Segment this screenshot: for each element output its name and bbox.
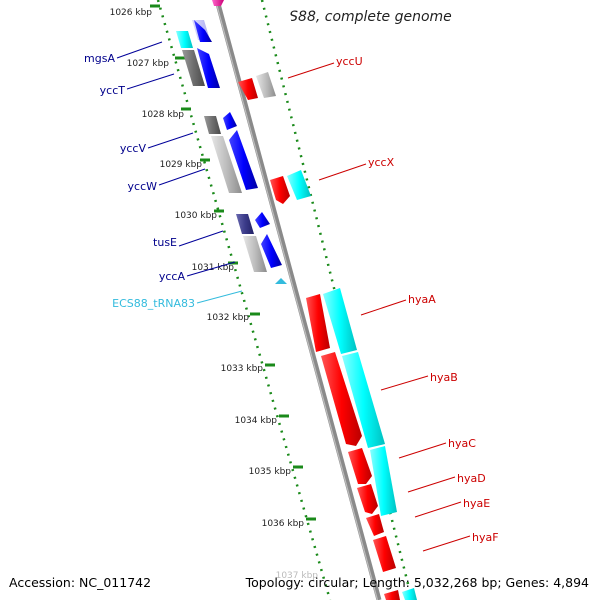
gene-label-yccX: yccX (368, 156, 395, 169)
feature-blue-yccT (197, 48, 220, 88)
feature-blue-yccV (223, 112, 237, 130)
feature-red-yccX (270, 176, 290, 204)
feature-trna-ECS88_tRNA83 (275, 278, 287, 284)
feature-cyan-mgsA (176, 31, 193, 48)
feature-gray-yccA (243, 236, 267, 272)
genome-backbone (214, 0, 382, 600)
scale-tick-label: 1035 kbp (249, 467, 292, 477)
feature-cyan-hyaA (323, 288, 357, 354)
feature-cyan-hyaC (370, 446, 397, 516)
scale-tick-label: 1030 kbp (175, 211, 218, 221)
feature-red-hyaB (321, 352, 362, 446)
feature-red-hyaD (357, 484, 378, 514)
gene-label-hyaC: hyaC (448, 437, 476, 450)
feature-blue-tusE (255, 212, 270, 228)
feature-blue-yccA (261, 234, 282, 268)
leader-line-yccT (126, 73, 175, 90)
gene-label-hyaA: hyaA (408, 293, 436, 306)
gene-label-yccW: yccW (128, 180, 158, 193)
feature-gray-yccW (211, 136, 242, 193)
leader-line-hyaB (380, 375, 429, 391)
scale-tick-label: 1036 kbp (262, 519, 305, 529)
accession-text: Accession: NC_011742 (9, 575, 152, 590)
feature-navy-tusE (236, 214, 254, 234)
leader-line-hyaE (414, 501, 462, 518)
gene-label-ECS88_tRNA83: ECS88_tRNA83 (112, 297, 195, 310)
leader-line-mgsA (116, 41, 163, 59)
feature-red-yccU (238, 78, 258, 100)
feature-cyan-yccX (287, 170, 311, 200)
gene-label-yccU: yccU (336, 55, 363, 68)
leader-line-hyaD (407, 476, 456, 493)
left-gene-labels: mgsA yccT yccV yccW tusE yccA ECS88_tRNA… (84, 41, 243, 310)
gene-label-hyaD: hyaD (457, 472, 486, 485)
scale-tick-label: 1027 kbp (127, 59, 170, 69)
leader-line-hyaC (398, 442, 447, 459)
leader-line-hyaF (422, 535, 471, 552)
scale-line-left (156, 0, 332, 600)
leader-line-yccU (287, 62, 335, 79)
leader-line-yccW (158, 168, 206, 186)
leader-line-ECS88_tRNA83 (196, 290, 243, 304)
feature-red-hyaC (348, 448, 372, 484)
genome-summary-text: Topology: circular; Length: 5,032,268 bp… (245, 575, 589, 590)
feature-blue-mgsA (194, 20, 212, 42)
right-gene-labels: yccU yccX hyaA hyaB hyaC hyaD hyaE hyaF (287, 55, 499, 552)
gene-label-yccA: yccA (159, 270, 186, 283)
scale-tick-label: 1037 kbp (276, 571, 319, 581)
scale-tick-label: 1026 kbp (110, 8, 153, 18)
gene-label-tusE: tusE (153, 236, 177, 249)
feature-blue-yccW (229, 130, 258, 190)
right-strand-features (238, 72, 417, 600)
leader-line-tusE (178, 230, 224, 247)
scale-tick-label: 1028 kbp (142, 110, 185, 120)
gene-label-yccV: yccV (120, 142, 147, 155)
feature-red-hyaF (373, 536, 396, 572)
gene-label-yccT: yccT (100, 84, 126, 97)
feature-fragment (212, 0, 224, 6)
leader-line-yccX (318, 163, 367, 181)
gene-label-hyaF: hyaF (472, 531, 499, 544)
genome-backbone-highlight (214, 0, 379, 600)
scale-tick-label: 1034 kbp (235, 416, 278, 426)
left-strand-features (176, 20, 287, 284)
leader-line-yccV (147, 132, 194, 149)
leader-line-yccA (186, 261, 236, 277)
scale-tick-label: 1033 kbp (221, 364, 264, 374)
feature-gray-yccU (256, 72, 276, 98)
feature-red-hyaE (366, 514, 384, 536)
feature-cyan-hyaB (342, 352, 385, 448)
feature-dark-yccV (204, 116, 221, 134)
feature-red-hyaA (306, 294, 330, 352)
scale-tick-label: 1032 kbp (207, 313, 250, 323)
gene-label-hyaB: hyaB (430, 371, 458, 384)
gene-label-mgsA: mgsA (84, 52, 115, 65)
feature-red-tail (384, 590, 400, 600)
gene-label-hyaE: hyaE (463, 497, 490, 510)
leader-line-hyaA (360, 299, 407, 316)
feature-cyan-tail (402, 588, 417, 600)
feature-dark-yccT (182, 50, 205, 86)
scale-tick-label: 1029 kbp (160, 160, 203, 170)
